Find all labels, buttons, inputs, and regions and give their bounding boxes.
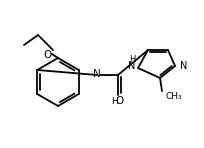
Text: O: O: [115, 96, 123, 106]
Text: N: N: [180, 61, 187, 71]
Text: H: H: [111, 96, 117, 106]
Text: N: N: [128, 61, 135, 71]
Text: N: N: [93, 69, 101, 79]
Text: H: H: [129, 54, 135, 63]
Text: CH₃: CH₃: [166, 91, 183, 100]
Text: O: O: [44, 50, 52, 60]
